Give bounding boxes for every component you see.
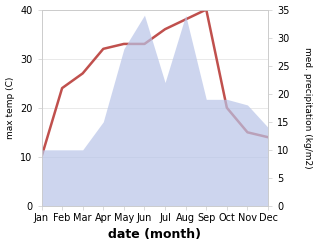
Y-axis label: med. precipitation (kg/m2): med. precipitation (kg/m2) [303,47,313,168]
Y-axis label: max temp (C): max temp (C) [5,77,15,139]
X-axis label: date (month): date (month) [108,228,201,242]
